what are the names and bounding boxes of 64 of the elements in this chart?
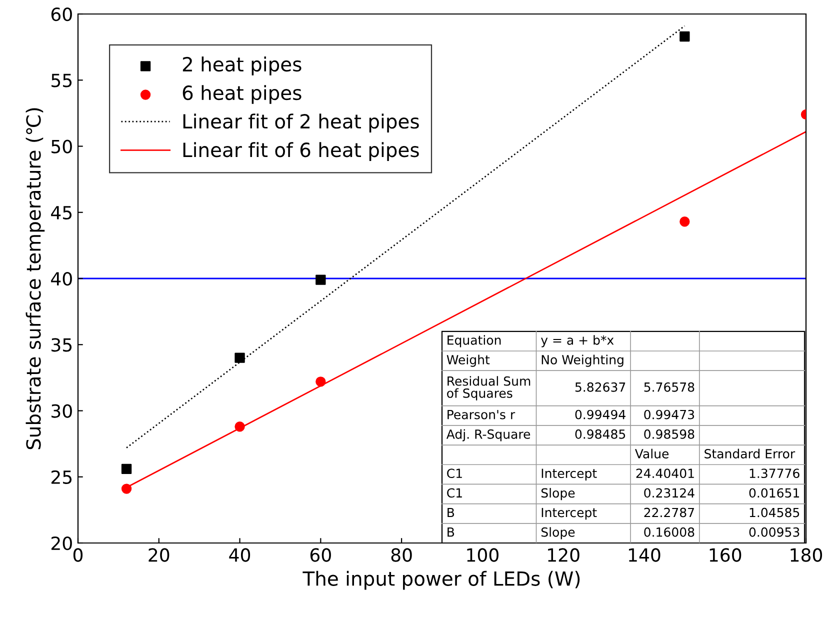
y-tick-label: 20 bbox=[51, 536, 72, 550]
x-tick-label: 120 bbox=[548, 548, 580, 562]
point bbox=[680, 216, 690, 227]
annotation: 0.16008 bbox=[644, 527, 694, 537]
x-tick-label: 20 bbox=[148, 548, 170, 562]
annotation: Standard Error bbox=[704, 448, 796, 458]
annotation: 1.37776 bbox=[750, 468, 800, 478]
annotation: Slope bbox=[541, 488, 575, 500]
annotation: Value bbox=[634, 448, 669, 458]
annotation: 0.01651 bbox=[749, 488, 800, 498]
annotation: Intercept bbox=[542, 508, 597, 520]
annotation: 0.98598 bbox=[644, 429, 694, 439]
annotation: 24.40401 bbox=[636, 468, 694, 478]
y-tick-label: 50 bbox=[52, 140, 72, 154]
legend-label: Linear fit of 2 heat pipes bbox=[183, 114, 419, 132]
x-tick-label: 0 bbox=[73, 548, 83, 562]
legend-label: Linear fit of 6 heat pipes bbox=[183, 142, 419, 161]
annotation: 5.82637 bbox=[575, 382, 626, 392]
x-tick-label: 180 bbox=[790, 548, 822, 562]
x-tick-label: 40 bbox=[229, 548, 250, 562]
point bbox=[121, 484, 132, 494]
y-tick-label: 45 bbox=[51, 206, 72, 220]
annotation: Equation bbox=[448, 335, 501, 348]
annotation: y = a + b*x bbox=[541, 335, 614, 348]
annotation: Pearson's r bbox=[448, 410, 516, 420]
point bbox=[234, 422, 245, 432]
annotation: Weight bbox=[446, 354, 490, 367]
annotation: 22.2787 bbox=[644, 508, 694, 518]
annotation: C1 bbox=[447, 488, 462, 498]
annotation: 5.76578 bbox=[644, 382, 694, 392]
annotation: 0.99473 bbox=[644, 410, 694, 420]
annotation: 0.98485 bbox=[575, 429, 626, 439]
x-tick-label: 80 bbox=[391, 548, 412, 562]
annotation: Adj. R-Square bbox=[446, 429, 530, 442]
y-axis-title: Substrate surface temperature (℃) bbox=[26, 108, 45, 450]
annotation: Intercept bbox=[542, 468, 597, 480]
point bbox=[316, 376, 326, 387]
annotation: 0.99494 bbox=[575, 410, 626, 420]
x-tick-label: 60 bbox=[310, 548, 331, 562]
annotation: B bbox=[448, 508, 454, 518]
annotation: 0.00953 bbox=[749, 527, 800, 537]
annotation: 1.04585 bbox=[750, 508, 800, 518]
annotation: C1 bbox=[447, 468, 462, 478]
x-tick-label: 160 bbox=[710, 548, 742, 562]
annotation: 0.23124 bbox=[644, 488, 694, 498]
y-tick-label: 60 bbox=[51, 7, 72, 22]
annotation: B bbox=[448, 528, 454, 537]
y-tick-label: 25 bbox=[51, 470, 72, 484]
point bbox=[234, 352, 245, 363]
legend-label: 6 heat pipes bbox=[182, 85, 302, 104]
point bbox=[680, 31, 690, 42]
annotation: No Weighting bbox=[542, 354, 624, 367]
y-tick-label: 55 bbox=[52, 74, 72, 88]
point bbox=[316, 274, 326, 285]
y-tick-label: 40 bbox=[51, 272, 72, 286]
legend-label: 2 heat pipes bbox=[182, 56, 302, 76]
x-tick-label: 140 bbox=[628, 548, 660, 562]
annotation: Slope bbox=[541, 527, 575, 540]
x-tick-label: 100 bbox=[467, 548, 498, 562]
y-tick-label: 30 bbox=[52, 404, 72, 418]
annotation: Residual Sum of Squares bbox=[447, 376, 530, 400]
y-tick-label: 35 bbox=[52, 338, 72, 352]
x-axis-title: The input power of LEDs (W) bbox=[302, 570, 580, 590]
point bbox=[121, 464, 132, 474]
